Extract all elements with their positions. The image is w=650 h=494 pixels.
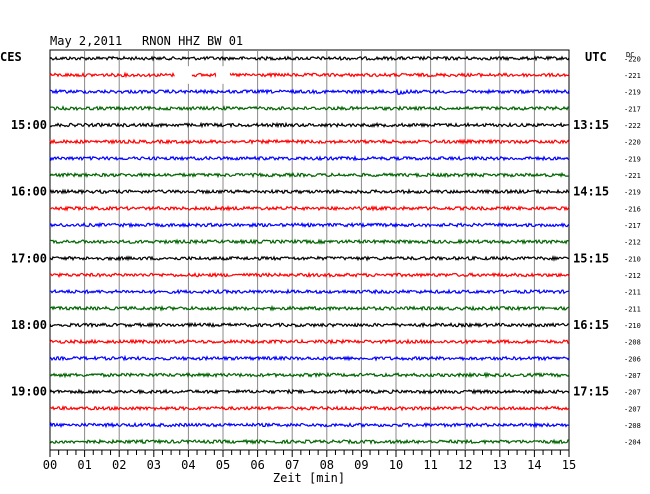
dc-offset-label: -211 — [624, 289, 641, 297]
x-tick-label: 03 — [147, 458, 161, 472]
trace-row-11 — [49, 238, 570, 245]
trace-row-1 — [49, 71, 570, 79]
dc-offset-label: -208 — [624, 339, 641, 347]
dc-offset-label: -204 — [624, 439, 641, 447]
trace-row-16 — [49, 321, 570, 329]
trace-row-6 — [49, 155, 570, 162]
x-tick-label: 00 — [43, 458, 57, 472]
trace-row-19 — [49, 371, 570, 379]
trace-row-14 — [49, 288, 570, 295]
right-time-label: 14:15 — [573, 185, 609, 199]
dc-offset-label: -207 — [624, 405, 641, 413]
dc-offset-label: -208 — [624, 422, 641, 430]
dc-offset-label: -220 — [624, 139, 641, 147]
right-time-label: 13:15 — [573, 118, 609, 132]
trace-row-21 — [49, 405, 570, 412]
dc-offset-label: -221 — [624, 172, 641, 180]
x-axis-label: Zeit [min] — [273, 471, 345, 485]
trace-row-10 — [49, 221, 570, 229]
dc-offset-label: -210 — [624, 255, 641, 263]
dc-offset-label: -207 — [624, 372, 641, 380]
left-time-labels: 15:00 16:00 17:00 18:00 19:00 — [11, 118, 47, 399]
gap-group — [174, 66, 230, 84]
trace-row-9 — [49, 204, 570, 212]
x-tick-label: 15 — [562, 458, 576, 472]
dc-offset-label: -207 — [624, 389, 641, 397]
right-timezone-label: UTC — [585, 50, 607, 64]
trace-row-23 — [49, 438, 570, 445]
x-tick-label: 13 — [493, 458, 507, 472]
trace-row-8 — [49, 188, 570, 195]
left-time-label: 15:00 — [11, 118, 47, 132]
dc-offset-label: -219 — [624, 189, 641, 197]
dc-offset-label: -217 — [624, 222, 641, 230]
chart-date: May 2,2011 — [50, 34, 122, 48]
trace-row-0 — [49, 55, 570, 62]
dc-offset-labels: -220 -221 -219 -217 -222 -220 -219 -221 -219 -216… — [624, 55, 641, 446]
x-tick-label: 07 — [285, 458, 299, 472]
trace-row-2 — [49, 88, 570, 95]
trace-gap-0 — [174, 66, 192, 84]
dc-label: DC — [626, 51, 634, 59]
chart-station: RNON HHZ BW 01 — [142, 34, 243, 48]
trace-row-15 — [49, 304, 570, 312]
dc-offset-label: -216 — [624, 205, 641, 213]
x-tick-label: 01 — [77, 458, 91, 472]
dc-offset-label: -212 — [624, 272, 641, 280]
trace-row-12 — [49, 254, 570, 262]
left-time-label: 16:00 — [11, 185, 47, 199]
trace-row-4 — [49, 121, 570, 129]
left-time-label: 17:00 — [11, 251, 47, 265]
dc-offset-label: -219 — [624, 89, 641, 97]
dc-offset-label: -206 — [624, 355, 641, 363]
x-tick-label: 02 — [112, 458, 126, 472]
left-time-label: 19:00 — [11, 385, 47, 399]
x-tick-label: 11 — [423, 458, 437, 472]
right-time-labels: 13:15 14:15 15:15 16:15 17:15 — [573, 118, 609, 399]
x-tick-label: 14 — [527, 458, 541, 472]
x-tick-label: 09 — [354, 458, 368, 472]
trace-row-22 — [49, 421, 570, 429]
x-tick-label: 04 — [181, 458, 195, 472]
dc-offset-label: -210 — [624, 322, 641, 330]
trace-row-17 — [49, 338, 570, 345]
dc-offset-label: -219 — [624, 155, 641, 163]
trace-gap-1 — [216, 66, 230, 84]
trace-row-13 — [49, 271, 570, 279]
trace-row-20 — [49, 388, 570, 395]
dc-offset-label: -220 — [624, 55, 641, 63]
minute-gridlines — [84, 50, 535, 450]
left-time-label: 18:00 — [11, 318, 47, 332]
trace-group — [49, 55, 570, 445]
dc-offset-label: -221 — [624, 72, 641, 80]
trace-row-5 — [49, 138, 570, 145]
trace-row-3 — [49, 105, 570, 112]
x-tick-label: 10 — [389, 458, 403, 472]
trace-row-7 — [49, 171, 570, 179]
right-time-label: 16:15 — [573, 318, 609, 332]
trace-row-18 — [49, 354, 570, 362]
dc-offset-label: -212 — [624, 239, 641, 247]
x-tick-label: 05 — [216, 458, 230, 472]
x-tick-label: 06 — [250, 458, 264, 472]
x-tick-label: 08 — [320, 458, 334, 472]
dc-offset-label: -211 — [624, 305, 641, 313]
dc-offset-label: -222 — [624, 122, 641, 130]
left-timezone-label: CES — [0, 50, 22, 64]
right-time-label: 17:15 — [573, 385, 609, 399]
dc-offset-label: -217 — [624, 105, 641, 113]
x-axis: 00 01 02 03 04 05 06 07 08 09 10 11 12 13 14 15 — [43, 450, 576, 472]
x-tick-label: 12 — [458, 458, 472, 472]
right-time-label: 15:15 — [573, 251, 609, 265]
